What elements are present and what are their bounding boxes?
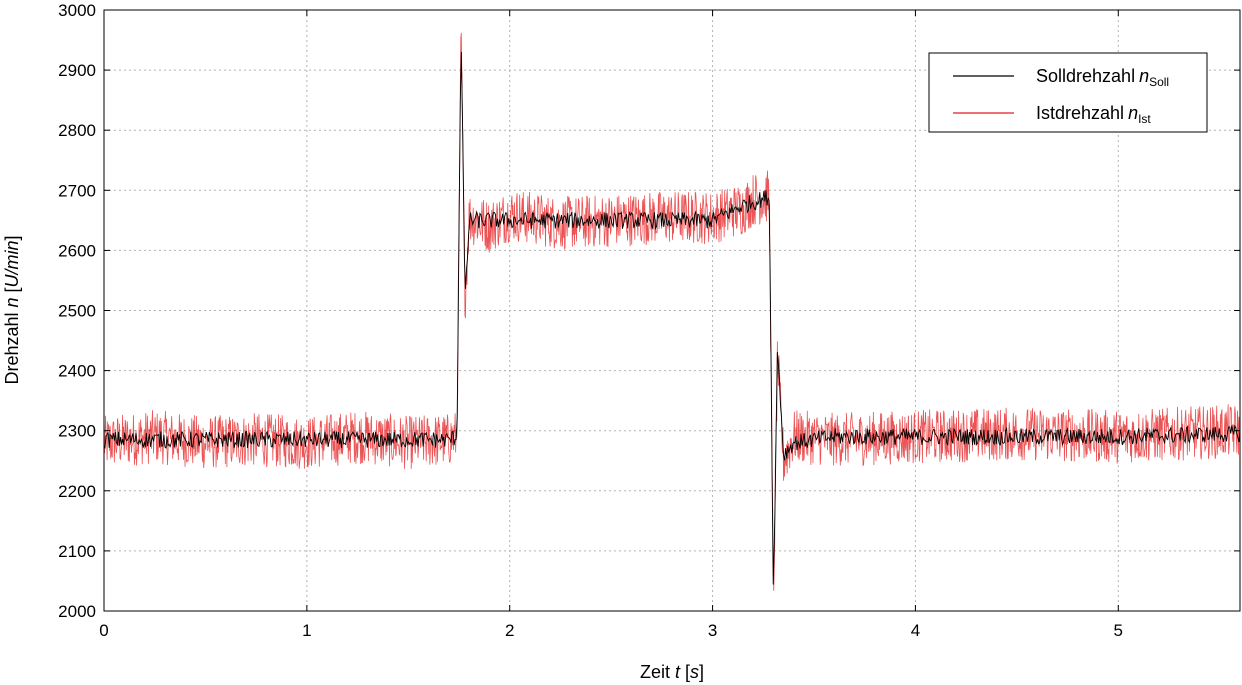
y-axis-title: Drehzahl n [U/min] xyxy=(2,235,22,384)
x-tick-label: 3 xyxy=(708,621,717,640)
x-tick-label: 5 xyxy=(1114,621,1123,640)
y-tick-label: 2800 xyxy=(58,121,96,140)
x-axis-title-unit: s xyxy=(690,662,699,682)
y-tick-label: 2400 xyxy=(58,362,96,381)
y-tick-label: 2100 xyxy=(58,542,96,561)
y-tick-label: 2700 xyxy=(58,181,96,200)
y-tick-label: 2000 xyxy=(58,602,96,621)
legend-label-ist: Istdrehzahl nIst xyxy=(1036,103,1151,126)
y-tick-label: 3000 xyxy=(58,1,96,20)
legend-label-ist-sub: Ist xyxy=(1138,112,1151,126)
legend-label-soll: Solldrehzahl nSoll xyxy=(1036,66,1169,89)
x-tick-label: 0 xyxy=(99,621,108,640)
x-axis-title-mid: [ xyxy=(680,662,690,682)
x-tick-label: 2 xyxy=(505,621,514,640)
y-axis-title-mid: [ xyxy=(2,287,22,297)
series-line-soll xyxy=(103,51,1241,585)
y-tick-label: 2500 xyxy=(58,302,96,321)
y-axis-title-unit: U/min xyxy=(2,240,22,287)
y-axis-title-suffix: ] xyxy=(2,235,22,240)
x-axis-title: Zeit t [s] xyxy=(640,662,704,682)
x-axis-title-suffix: ] xyxy=(699,662,704,682)
ticks: 0 1 2 3 4 5 2000 2100 2200 2300 2400 2500 2600 2700 28… xyxy=(58,1,1240,640)
series-layer xyxy=(103,32,1241,591)
legend-label-soll-var: n xyxy=(1139,66,1149,86)
legend-label-soll-sub: Soll xyxy=(1149,75,1169,89)
y-tick-label: 2300 xyxy=(58,422,96,441)
y-axis-title-prefix: Drehzahl xyxy=(2,308,22,385)
x-axis-title-var: t xyxy=(675,662,681,682)
y-tick-label: 2900 xyxy=(58,61,96,80)
x-axis-title-prefix: Zeit xyxy=(640,662,675,682)
y-tick-label: 2600 xyxy=(58,241,96,260)
legend-label-ist-var: n xyxy=(1128,103,1138,123)
legend-box xyxy=(928,52,1208,133)
x-tick-label: 4 xyxy=(911,621,920,640)
y-axis-title-var: n xyxy=(2,297,22,307)
legend: Solldrehzahl nSoll Istdrehzahl nIst xyxy=(928,52,1208,133)
x-tick-label: 1 xyxy=(302,621,311,640)
y-tick-label: 2200 xyxy=(58,482,96,501)
legend-label-ist-name: Istdrehzahl xyxy=(1036,103,1124,123)
legend-label-soll-name: Solldrehzahl xyxy=(1036,66,1135,86)
